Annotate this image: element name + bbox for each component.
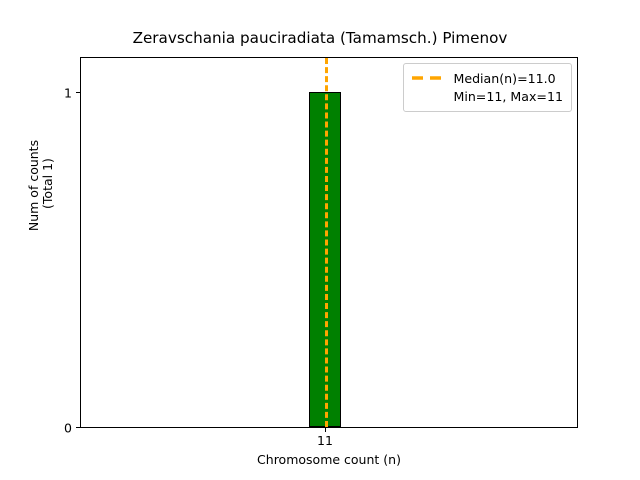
median-line	[325, 58, 328, 427]
chart-legend: Median(n)=11.0 Min=11, Max=11	[403, 63, 572, 112]
chart-title: Zeravschania pauciradiata (Tamamsch.) Pi…	[132, 29, 508, 47]
legend-item-minmax: Min=11, Max=11	[411, 87, 563, 105]
ytick-1: 1	[64, 86, 81, 99]
legend-label-minmax: Min=11, Max=11	[453, 88, 563, 104]
x-axis-label: Chromosome count (n)	[257, 452, 401, 467]
y-axis-label-line1: Num of counts	[25, 139, 41, 232]
y-axis-label: Num of counts (Total 1)	[25, 0, 56, 371]
plot-area	[81, 58, 577, 427]
xtick-11	[325, 427, 326, 432]
y-axis-label-text: Num of counts (Total 1)	[25, 139, 56, 232]
ytick-label-0: 0	[64, 420, 72, 436]
ytick-0: 0	[64, 422, 81, 435]
legend-label-median: Median(n)=11.0	[453, 70, 556, 86]
legend-item-median: Median(n)=11.0	[411, 69, 563, 87]
plot-axes: 0 1 11 Median(n)=11.0 Min=11, Max=11	[64, 57, 578, 447]
xtick-label-11: 11	[317, 433, 333, 448]
ytick-label-1: 1	[64, 85, 72, 101]
y-axis-label-line2: (Total 1)	[40, 158, 55, 213]
dashed-line-icon	[412, 76, 445, 80]
